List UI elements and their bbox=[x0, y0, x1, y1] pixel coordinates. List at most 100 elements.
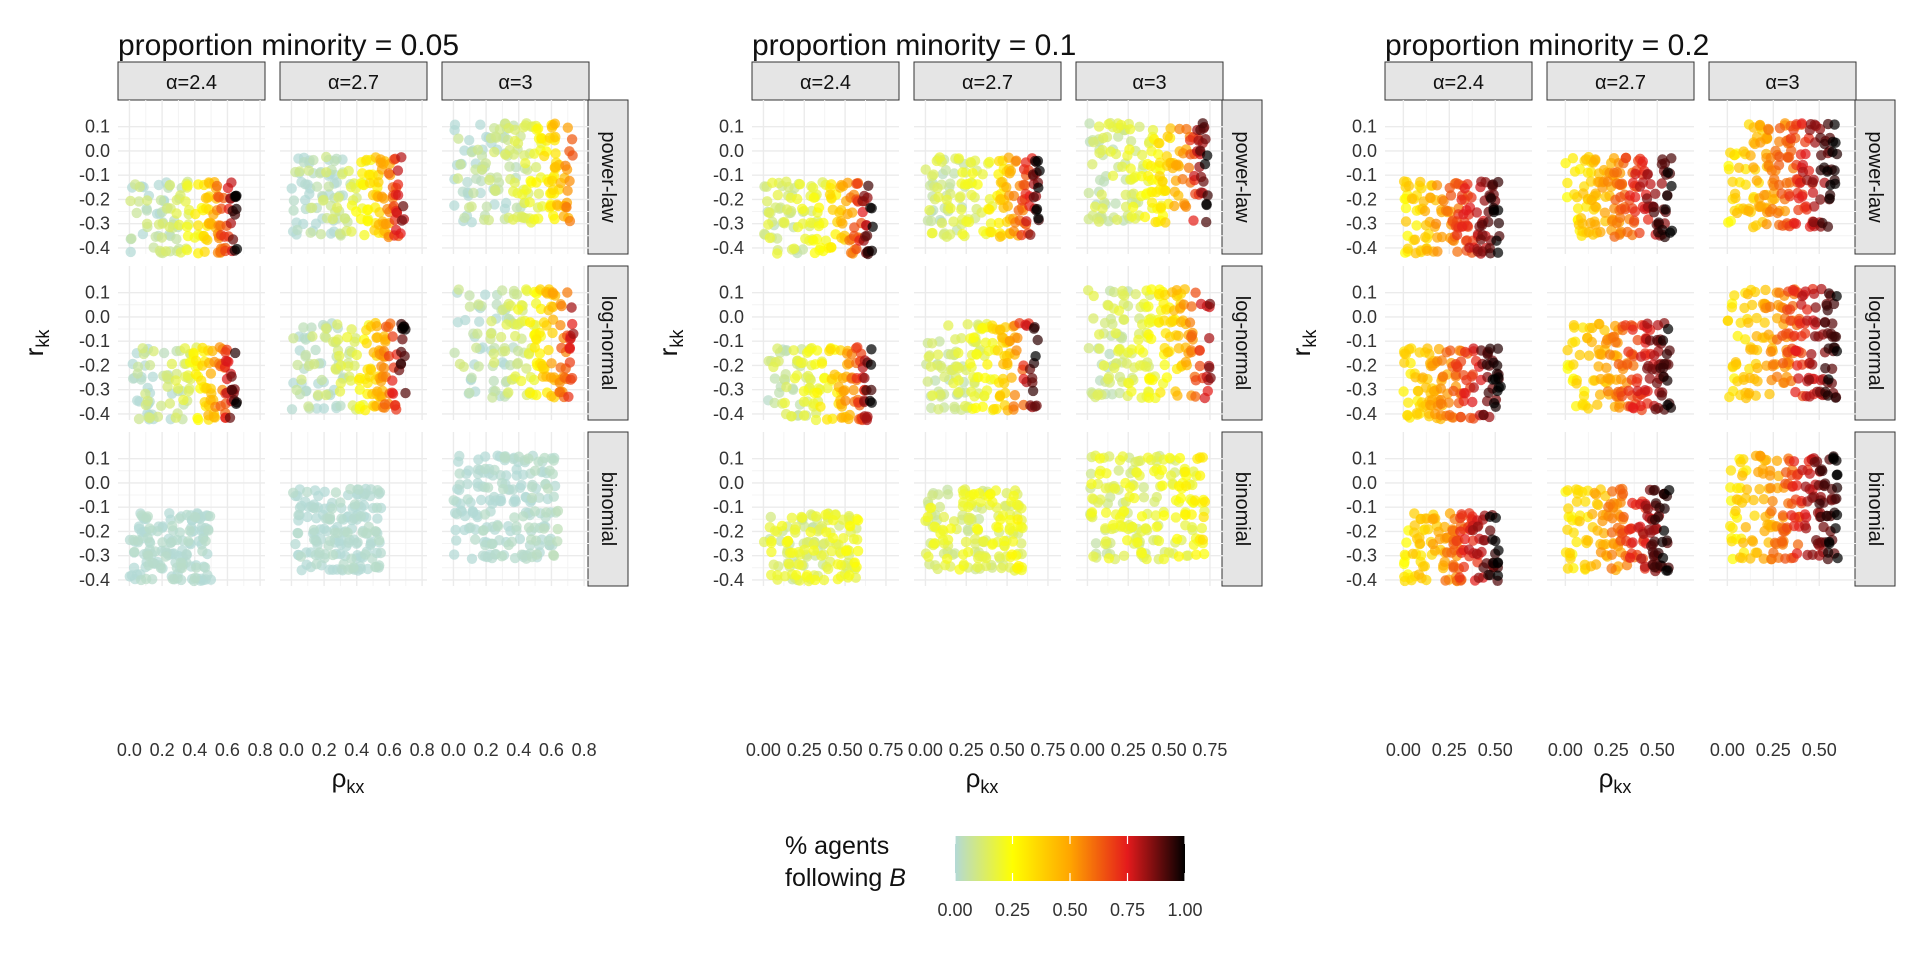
scatter-point bbox=[1124, 144, 1135, 155]
scatter-point bbox=[1188, 215, 1199, 226]
scatter-point bbox=[188, 347, 199, 359]
scatter-point bbox=[567, 150, 578, 161]
column-strip-label: α=2.4 bbox=[166, 72, 217, 94]
scatter-point bbox=[531, 334, 542, 345]
facet-points bbox=[759, 176, 878, 260]
scatter-point bbox=[1601, 362, 1612, 373]
y-tick-label: -0.4 bbox=[1346, 570, 1377, 590]
scatter-point bbox=[1154, 138, 1165, 149]
scatter-point bbox=[298, 157, 310, 168]
scatter-point bbox=[993, 551, 1005, 562]
scatter-point bbox=[564, 357, 576, 368]
scatter-point bbox=[465, 522, 476, 533]
scatter-point bbox=[983, 491, 994, 502]
scatter-point bbox=[776, 520, 788, 532]
scatter-point bbox=[951, 361, 963, 372]
scatter-point bbox=[1146, 197, 1158, 208]
scatter-point bbox=[1109, 362, 1120, 374]
scatter-point bbox=[1456, 509, 1467, 520]
scatter-point bbox=[1173, 551, 1185, 562]
scatter-point bbox=[480, 289, 491, 300]
scatter-point bbox=[1190, 391, 1201, 402]
x-tick-label: 0.75 bbox=[1192, 740, 1227, 760]
scatter-point bbox=[526, 534, 537, 545]
scatter-point bbox=[520, 158, 531, 169]
scatter-point bbox=[1007, 536, 1019, 547]
scatter-point bbox=[970, 402, 982, 414]
scatter-point bbox=[1745, 344, 1756, 355]
scatter-point bbox=[1179, 284, 1191, 295]
x-axis-title-main: ρ bbox=[966, 763, 981, 793]
scatter-point bbox=[1730, 357, 1742, 368]
scatter-point bbox=[316, 374, 327, 386]
scatter-point bbox=[1083, 343, 1095, 354]
scatter-point bbox=[1190, 287, 1201, 298]
scatter-point bbox=[153, 179, 164, 191]
y-tick-label: 0.1 bbox=[85, 283, 110, 303]
scatter-point bbox=[1125, 136, 1137, 147]
y-tick-label: -0.2 bbox=[79, 355, 110, 375]
scatter-point bbox=[987, 539, 998, 550]
scatter-point bbox=[371, 332, 382, 343]
scatter-point bbox=[1455, 411, 1466, 423]
scatter-point bbox=[1103, 553, 1115, 564]
scatter-point bbox=[331, 202, 343, 213]
scatter-point bbox=[1622, 226, 1633, 238]
scatter-point bbox=[825, 242, 837, 253]
scatter-point bbox=[321, 151, 332, 163]
scatter-point bbox=[1093, 216, 1105, 227]
scatter-point bbox=[486, 316, 497, 327]
scatter-point bbox=[346, 324, 357, 335]
y-tick-label: 0.1 bbox=[85, 117, 110, 137]
scatter-point bbox=[1807, 359, 1818, 370]
facet-points bbox=[449, 284, 579, 403]
scatter-point bbox=[827, 532, 839, 544]
scatter-point bbox=[374, 207, 385, 218]
scatter-point bbox=[1662, 167, 1674, 178]
scatter-point bbox=[1126, 344, 1138, 355]
scatter-point bbox=[1123, 378, 1135, 389]
scatter-point bbox=[805, 217, 816, 228]
scatter-point bbox=[774, 387, 785, 398]
scatter-point bbox=[1094, 329, 1105, 340]
scatter-point bbox=[926, 338, 938, 349]
scatter-point bbox=[1731, 207, 1743, 219]
scatter-point bbox=[156, 400, 167, 411]
scatter-point bbox=[327, 549, 339, 561]
scatter-point bbox=[533, 188, 545, 199]
scatter-point bbox=[1797, 191, 1808, 202]
x-tick-label: 0.6 bbox=[539, 740, 564, 760]
scatter-point bbox=[392, 179, 404, 190]
scatter-point bbox=[351, 206, 362, 217]
y-tick-label: 0.1 bbox=[1352, 283, 1377, 303]
scatter-point bbox=[1488, 206, 1500, 218]
scatter-point bbox=[524, 387, 536, 399]
scatter-point bbox=[1751, 175, 1763, 186]
scatter-point bbox=[1124, 124, 1136, 135]
scatter-point bbox=[942, 489, 954, 500]
scatter-point bbox=[555, 320, 566, 331]
scatter-point bbox=[529, 374, 540, 386]
scatter-point bbox=[1420, 232, 1431, 243]
row-strip bbox=[1221, 99, 1263, 255]
scatter-point bbox=[211, 180, 223, 192]
scatter-point bbox=[181, 221, 193, 232]
scatter-point bbox=[475, 187, 486, 199]
scatter-point bbox=[960, 179, 971, 190]
scatter-point bbox=[376, 361, 387, 372]
scatter-point bbox=[779, 397, 790, 409]
y-tick-label: -0.4 bbox=[1346, 404, 1377, 424]
scatter-point bbox=[464, 135, 475, 146]
scatter-point bbox=[932, 182, 943, 194]
scatter-point bbox=[533, 213, 544, 224]
scatter-point bbox=[332, 334, 344, 345]
scatter-point bbox=[1088, 290, 1099, 302]
scatter-point bbox=[781, 176, 792, 187]
scatter-point bbox=[1459, 183, 1471, 194]
scatter-point bbox=[1153, 149, 1164, 160]
scatter-point bbox=[373, 535, 385, 546]
scatter-point bbox=[1648, 485, 1659, 496]
scatter-point bbox=[1100, 536, 1112, 547]
scatter-point bbox=[848, 384, 859, 396]
scatter-point bbox=[1107, 170, 1119, 181]
